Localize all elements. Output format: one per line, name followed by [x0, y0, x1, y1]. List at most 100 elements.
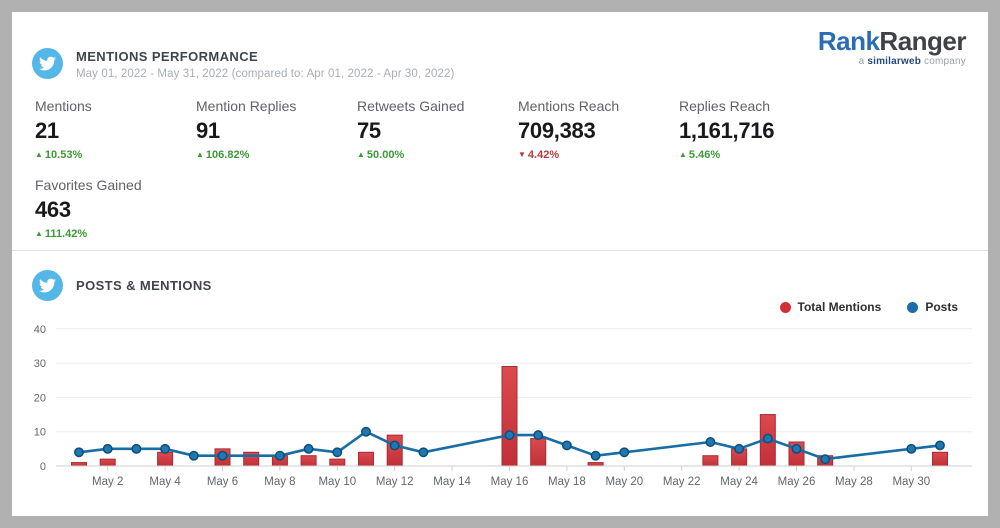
mentions-bar[interactable] [932, 451, 948, 467]
mentions-bar[interactable] [329, 458, 346, 467]
posts-point[interactable] [188, 450, 199, 461]
posts-point[interactable] [762, 433, 773, 444]
svg-text:May 18: May 18 [548, 476, 586, 488]
delta-arrow-icon: ▲ [35, 229, 43, 238]
chart-legend: Total Mentions Posts [779, 300, 958, 314]
twitter-icon [32, 48, 63, 79]
kpi-value: 91 [196, 118, 220, 143]
svg-text:May 2: May 2 [92, 476, 123, 488]
posts-mentions-header: POSTS & MENTIONS [32, 270, 212, 301]
mentions-bar[interactable] [358, 451, 374, 467]
kpi-label: Replies Reach [679, 98, 771, 114]
delta-arrow-icon: ▲ [196, 150, 204, 159]
posts-point[interactable] [102, 443, 113, 454]
posts-point[interactable] [561, 440, 572, 451]
logo-tagline: a similarweb company [858, 56, 966, 67]
kpi-value: 1,161,716 [679, 118, 775, 143]
kpi-retweets-gained: Retweets Gained 75 ▲ 50.00% [357, 98, 518, 161]
section-divider [12, 250, 988, 251]
mentions-bar[interactable] [300, 455, 317, 467]
posts-point[interactable] [906, 443, 917, 454]
posts-point[interactable] [619, 447, 630, 458]
posts-point[interactable] [389, 440, 400, 451]
twitter-icon [32, 270, 63, 301]
kpi-mention-replies: Mention Replies 91 ▲ 106.82% [196, 98, 357, 161]
posts-point[interactable] [74, 447, 84, 458]
posts-point[interactable] [820, 454, 831, 465]
kpi-replies-reach: Replies Reach 1,161,716 ▲ 5.46% [679, 98, 840, 161]
kpi-delta: ▲ 50.00% [357, 149, 405, 161]
legend-item-posts[interactable]: Posts [907, 300, 958, 314]
delta-arrow-icon: ▲ [35, 150, 43, 159]
kpi-mentions: Mentions 21 ▲ 10.53% [35, 98, 196, 161]
svg-text:May 14: May 14 [433, 476, 471, 488]
svg-text:30: 30 [34, 358, 46, 370]
svg-text:10: 10 [34, 427, 46, 439]
posts-point[interactable] [791, 443, 802, 454]
delta-arrow-icon: ▼ [518, 150, 526, 159]
posts-point[interactable] [217, 450, 228, 461]
kpi-delta: ▲ 111.42% [35, 228, 88, 240]
kpi-label: Mention Replies [196, 98, 297, 114]
rankranger-logo: RankRanger a similarweb company [817, 26, 967, 67]
svg-text:May 24: May 24 [720, 476, 758, 488]
posts-point[interactable] [734, 443, 745, 454]
mentions-bar[interactable] [386, 434, 403, 467]
delta-arrow-icon: ▲ [679, 150, 687, 159]
posts-point[interactable] [160, 443, 171, 454]
kpi-value: 463 [35, 197, 71, 222]
mentions-bar[interactable] [587, 462, 604, 467]
kpi-value: 709,383 [518, 118, 596, 143]
mentions-bar[interactable] [702, 455, 719, 467]
delta-arrow-icon: ▲ [357, 150, 365, 159]
svg-text:May 16: May 16 [491, 476, 529, 488]
kpi-favorites-gained: Favorites Gained 463 ▲ 111.42% [35, 177, 196, 240]
svg-text:May 4: May 4 [149, 476, 181, 488]
mentions-performance-header: MENTIONS PERFORMANCE May 01, 2022 - May … [32, 48, 454, 80]
section-title: POSTS & MENTIONS [76, 278, 212, 293]
mentions-bar[interactable] [157, 451, 174, 467]
svg-text:May 8: May 8 [264, 476, 295, 488]
legend-item-total-mentions[interactable]: Total Mentions [779, 300, 881, 314]
legend-dot-red [779, 301, 791, 313]
svg-text:May 30: May 30 [892, 476, 930, 488]
svg-text:May 22: May 22 [663, 476, 701, 488]
mentions-bar[interactable] [501, 366, 518, 467]
svg-text:May 10: May 10 [318, 476, 356, 488]
mentions-bar[interactable] [71, 462, 87, 467]
svg-text:May 28: May 28 [835, 476, 873, 488]
posts-point[interactable] [303, 443, 314, 454]
svg-text:0: 0 [40, 461, 46, 473]
kpi-delta: ▲ 5.46% [679, 149, 721, 161]
svg-text:May 26: May 26 [778, 476, 816, 488]
svg-text:May 20: May 20 [605, 476, 643, 488]
kpi-value: 21 [35, 118, 59, 143]
mentions-bar[interactable] [530, 438, 547, 467]
logo-wordmark: RankRanger [817, 26, 967, 56]
kpi-mentions-reach: Mentions Reach 709,383 ▼ 4.42% [518, 98, 679, 161]
posts-point[interactable] [504, 430, 515, 441]
kpi-delta: ▼ 4.42% [518, 149, 560, 161]
mentions-bar[interactable] [99, 458, 116, 467]
posts-point[interactable] [418, 447, 429, 458]
section-title: MENTIONS PERFORMANCE [76, 49, 259, 64]
posts-point[interactable] [274, 450, 285, 461]
posts-point[interactable] [705, 437, 716, 447]
mentions-bar[interactable] [243, 451, 260, 467]
kpi-value: 75 [357, 118, 381, 143]
kpi-delta: ▲ 10.53% [35, 149, 83, 161]
kpi-label: Favorites Gained [35, 177, 142, 193]
posts-point[interactable] [533, 430, 544, 441]
kpi-delta: ▲ 106.82% [196, 149, 250, 161]
kpi-grid: Mentions 21 ▲ 10.53% Mention Replies 91 ▲… [35, 98, 840, 240]
svg-text:May 6: May 6 [207, 476, 238, 488]
posts-point[interactable] [361, 426, 371, 437]
kpi-label: Retweets Gained [357, 98, 465, 114]
posts-point[interactable] [332, 447, 343, 458]
posts-point[interactable] [935, 440, 945, 451]
legend-dot-blue [907, 301, 919, 313]
posts-point[interactable] [131, 443, 142, 454]
posts-point[interactable] [590, 450, 601, 461]
svg-text:40: 40 [34, 324, 46, 336]
svg-text:May 12: May 12 [376, 476, 414, 488]
